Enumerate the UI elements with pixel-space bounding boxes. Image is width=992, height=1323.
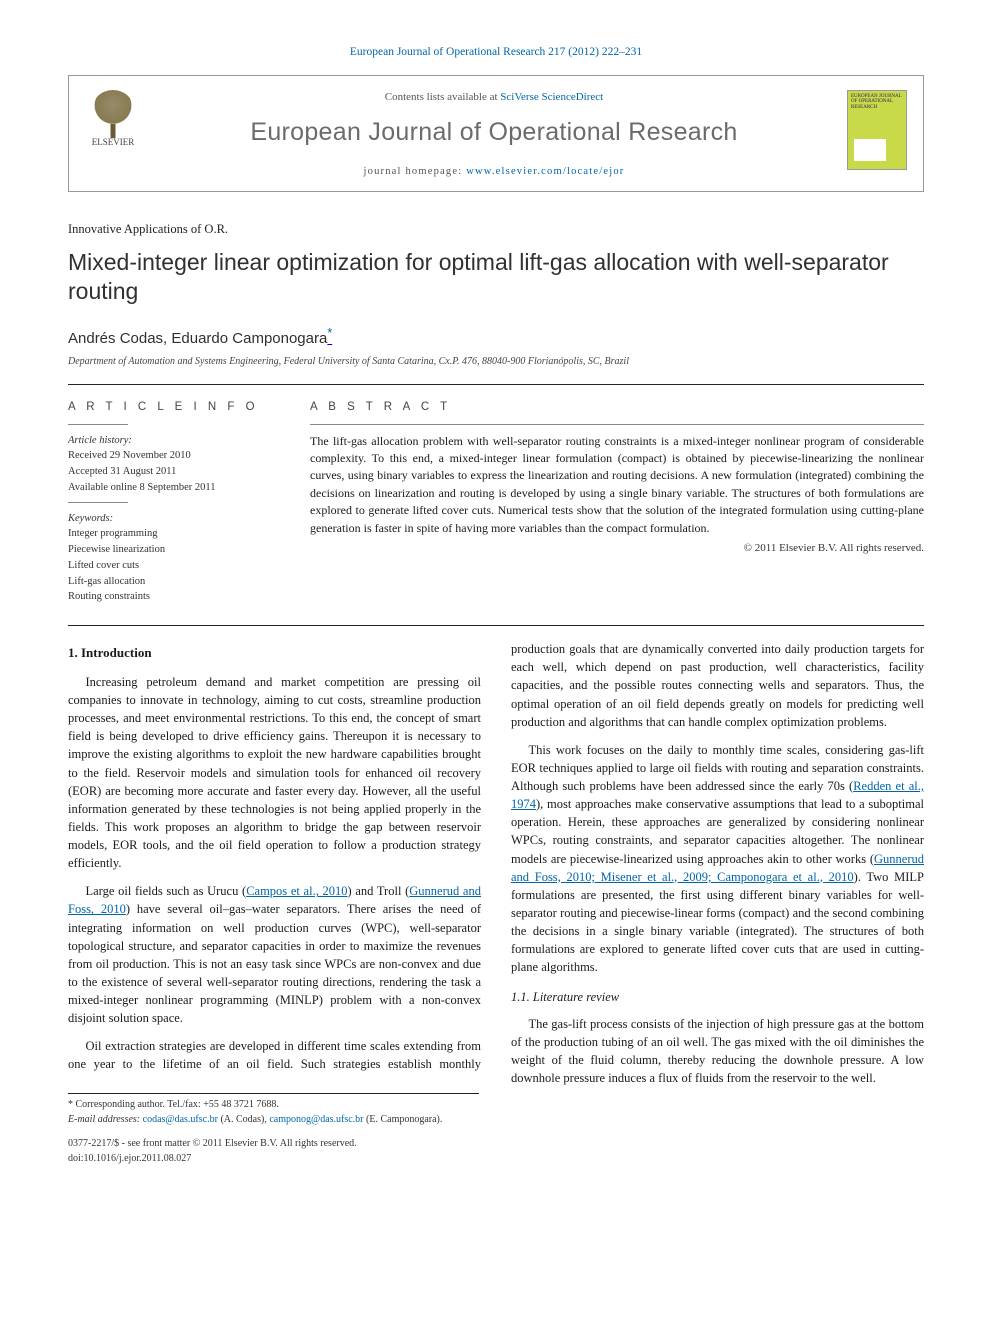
keywords-block: Keywords: Integer programming Piecewise …	[68, 511, 276, 606]
info-divider-1	[68, 424, 128, 425]
cover-label: EUROPEAN JOURNAL OF OPERATIONAL RESEARCH	[851, 94, 902, 110]
email-link-1[interactable]: codas@das.ufsc.br	[143, 1114, 218, 1125]
history-label: Article history:	[68, 435, 132, 446]
article-info-column: A R T I C L E I N F O Article history: R…	[68, 399, 276, 605]
article-info-heading: A R T I C L E I N F O	[68, 399, 276, 416]
running-header: European Journal of Operational Research…	[68, 44, 924, 61]
abstract-divider	[310, 424, 924, 425]
journal-homepage-link[interactable]: www.elsevier.com/locate/ejor	[466, 166, 624, 177]
footer-frontmatter: 0377-2217/$ - see front matter © 2011 El…	[68, 1137, 357, 1152]
journal-cover-thumbnail: EUROPEAN JOURNAL OF OPERATIONAL RESEARCH	[847, 90, 907, 170]
p4-seg-c: ). Two MILP formulations are presented, …	[511, 870, 924, 975]
corresponding-author-link[interactable]: *	[327, 330, 332, 347]
email-label: E-mail addresses:	[68, 1114, 140, 1125]
author-names: Andrés Codas, Eduardo Camponogara	[68, 330, 327, 347]
intro-para-1: Increasing petroleum demand and market c…	[68, 673, 481, 872]
abstract-heading: A B S T R A C T	[310, 399, 924, 416]
elsevier-tree-icon	[91, 90, 135, 134]
litreview-para-1: The gas-lift process consists of the inj…	[511, 1015, 924, 1088]
email-who-2: (E. Camponogara).	[364, 1114, 443, 1125]
article-section-label: Innovative Applications of O.R.	[68, 220, 924, 238]
footer-left: 0377-2217/$ - see front matter © 2011 El…	[68, 1137, 357, 1166]
author-affiliation: Department of Automation and Systems Eng…	[68, 355, 924, 370]
info-divider-2	[68, 502, 128, 503]
abstract-column: A B S T R A C T The lift-gas allocation …	[310, 399, 924, 605]
page-footer: 0377-2217/$ - see front matter © 2011 El…	[68, 1137, 924, 1166]
info-abstract-row: A R T I C L E I N F O Article history: R…	[68, 399, 924, 605]
keyword-4: Lift-gas allocation	[68, 576, 145, 587]
p4-seg-b: ), most approaches make conservative ass…	[511, 797, 924, 865]
citation-campos-2010[interactable]: Campos et al., 2010	[246, 884, 347, 898]
contents-available-line: Contents lists available at SciVerse Sci…	[155, 90, 833, 106]
divider-mid	[68, 625, 924, 626]
keyword-5: Routing constraints	[68, 591, 150, 602]
divider-top	[68, 384, 924, 385]
history-received: Received 29 November 2010	[68, 450, 191, 461]
journal-homepage-line: journal homepage: www.elsevier.com/locat…	[155, 164, 833, 179]
heading-literature-review: 1.1. Literature review	[511, 988, 924, 1006]
intro-para-4: This work focuses on the daily to monthl…	[511, 741, 924, 977]
body-two-column: 1. Introduction Increasing petroleum dem…	[68, 640, 924, 1087]
homepage-prefix: journal homepage:	[364, 166, 467, 177]
history-accepted: Accepted 31 August 2011	[68, 466, 176, 477]
p2-seg-c: ) have several oil–gas–water separators.…	[68, 902, 481, 1025]
email-who-1: (A. Codas),	[218, 1114, 269, 1125]
sciencedirect-link[interactable]: SciVerse ScienceDirect	[500, 91, 603, 103]
p2-seg-a: Large oil fields such as Urucu (	[86, 884, 247, 898]
keyword-1: Integer programming	[68, 528, 158, 539]
intro-para-2: Large oil fields such as Urucu (Campos e…	[68, 882, 481, 1027]
abstract-copyright: © 2011 Elsevier B.V. All rights reserved…	[310, 541, 924, 557]
email-link-2[interactable]: camponog@das.ufsc.br	[269, 1114, 363, 1125]
journal-title: European Journal of Operational Research	[155, 114, 833, 150]
keyword-3: Lifted cover cuts	[68, 560, 139, 571]
keyword-2: Piecewise linearization	[68, 544, 165, 555]
footer-doi: doi:10.1016/j.ejor.2011.08.027	[68, 1152, 357, 1167]
corresponding-mark-icon: *	[327, 326, 332, 340]
email-addresses-line: E-mail addresses: codas@das.ufsc.br (A. …	[68, 1113, 479, 1128]
p2-seg-b: ) and Troll (	[348, 884, 410, 898]
publisher-logo: ELSEVIER	[85, 90, 141, 149]
keywords-label: Keywords:	[68, 513, 113, 524]
article-history-block: Article history: Received 29 November 20…	[68, 433, 276, 496]
contents-prefix: Contents lists available at	[385, 91, 500, 103]
journal-header-center: Contents lists available at SciVerse Sci…	[155, 90, 833, 179]
abstract-text: The lift-gas allocation problem with wel…	[310, 433, 924, 537]
paper-title: Mixed-integer linear optimization for op…	[68, 248, 924, 306]
history-online: Available online 8 September 2011	[68, 482, 216, 493]
journal-header-box: ELSEVIER Contents lists available at Sci…	[68, 75, 924, 192]
article-page: European Journal of Operational Research…	[0, 0, 992, 1206]
footnote-block: * Corresponding author. Tel./fax: +55 48…	[68, 1093, 479, 1127]
author-list: Andrés Codas, Eduardo Camponogara*	[68, 324, 924, 350]
corresponding-author-note: * Corresponding author. Tel./fax: +55 48…	[68, 1098, 479, 1113]
heading-introduction: 1. Introduction	[68, 644, 481, 663]
